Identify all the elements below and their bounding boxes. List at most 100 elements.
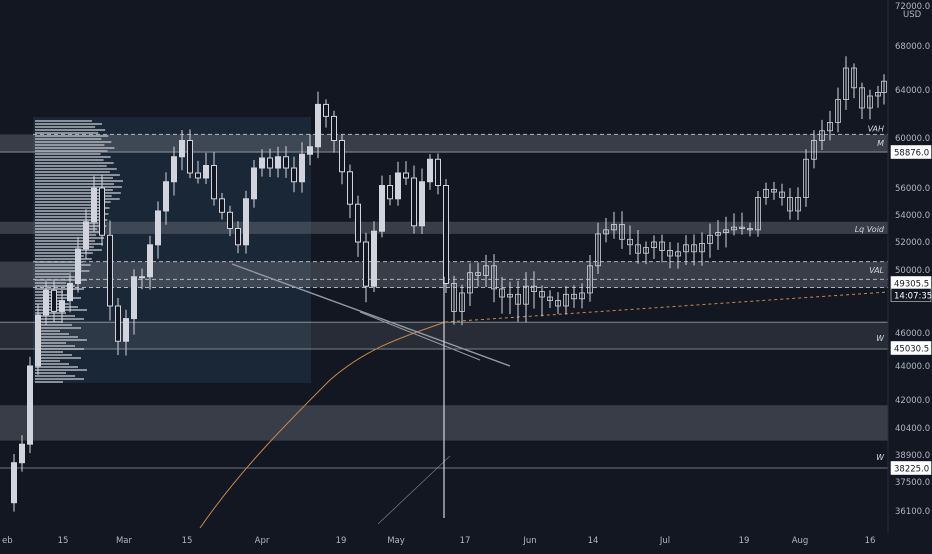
volume-profile-bar bbox=[35, 246, 94, 248]
candle-up bbox=[395, 172, 401, 200]
candle-down bbox=[779, 191, 785, 198]
volume-profile-bar bbox=[35, 381, 63, 383]
volume-profile-bar bbox=[35, 318, 84, 320]
candle-up bbox=[715, 232, 721, 236]
candle-up bbox=[35, 314, 41, 367]
x-tick-label: 15 bbox=[58, 536, 69, 546]
candle-up bbox=[179, 140, 185, 158]
volume-profile-bar bbox=[35, 258, 92, 260]
candle-down bbox=[115, 305, 121, 342]
volume-profile-bar bbox=[35, 324, 72, 326]
candle-up bbox=[139, 276, 145, 279]
y-tick-label: 37500.0 bbox=[895, 478, 930, 488]
zone-label: VAH bbox=[868, 124, 884, 133]
volume-profile-bar bbox=[35, 183, 114, 185]
volume-profile-bar bbox=[35, 135, 109, 137]
price-tag-label: 38225.0 bbox=[894, 465, 929, 475]
x-tick-label: 19 bbox=[336, 536, 347, 546]
price-tag bbox=[890, 461, 932, 475]
volume-profile-bar bbox=[35, 192, 121, 194]
volume-profile-bar bbox=[35, 366, 78, 368]
candle-up bbox=[731, 226, 737, 231]
x-tick-label: 17 bbox=[460, 536, 471, 546]
volume-profile-bar bbox=[35, 255, 84, 257]
volume-profile-bar bbox=[35, 315, 75, 317]
candle-up bbox=[675, 251, 681, 257]
x-tick-label: Aug bbox=[792, 536, 809, 546]
candle-down bbox=[411, 177, 417, 227]
y-tick-label: 54000.0 bbox=[895, 211, 930, 221]
y-tick-label: 68000.0 bbox=[895, 42, 930, 52]
candle-up bbox=[881, 80, 887, 93]
time-axis[interactable] bbox=[0, 532, 932, 550]
volume-profile-bar bbox=[35, 270, 90, 272]
volume-profile-bar bbox=[35, 210, 101, 212]
candle-up bbox=[643, 247, 649, 254]
volume-profile-bar bbox=[35, 225, 107, 227]
volume-profile-bar bbox=[35, 264, 91, 266]
moving-average-projection bbox=[444, 291, 889, 323]
candle-up bbox=[483, 265, 489, 276]
candle-down bbox=[219, 198, 225, 213]
volume-profile-bar bbox=[35, 198, 120, 200]
volume-profile-bar bbox=[35, 228, 98, 230]
price-axis[interactable] bbox=[888, 0, 932, 550]
volume-profile-bar bbox=[35, 237, 105, 239]
candle-up bbox=[651, 241, 657, 248]
candle-up bbox=[379, 185, 385, 232]
volume-profile-bar bbox=[35, 213, 109, 215]
candle-up bbox=[819, 130, 825, 141]
volume-profile-bar bbox=[35, 354, 72, 356]
volume-profile-bar bbox=[35, 288, 84, 290]
volume-profile-bar bbox=[35, 141, 112, 143]
volume-profile-bar bbox=[35, 252, 93, 254]
volume-profile-bar bbox=[35, 195, 112, 197]
candle-down bbox=[739, 226, 745, 229]
trendline-down[interactable] bbox=[231, 263, 511, 367]
candle-down bbox=[403, 172, 409, 179]
price-tag-label: 14:07:35 bbox=[894, 292, 932, 302]
candle-down bbox=[363, 241, 369, 287]
candle-down bbox=[195, 172, 201, 179]
candle-up bbox=[163, 181, 169, 212]
volume-profile-bar bbox=[35, 351, 63, 353]
volume-profile-bar bbox=[35, 180, 123, 182]
candle-down bbox=[435, 158, 441, 186]
y-tick-label: 44000.0 bbox=[895, 362, 930, 372]
candle-up bbox=[67, 283, 73, 302]
volume-profile-bar bbox=[35, 267, 82, 269]
candle-up bbox=[467, 272, 473, 294]
candle-down bbox=[347, 171, 353, 205]
candle-down bbox=[691, 244, 697, 253]
candle-down bbox=[51, 289, 57, 312]
volume-profile-bar bbox=[35, 129, 106, 131]
volume-profile-bar bbox=[35, 282, 66, 284]
candle-up bbox=[459, 292, 465, 312]
candle-up bbox=[307, 146, 313, 155]
volume-profile-bar bbox=[35, 279, 87, 281]
candle-up bbox=[427, 158, 433, 183]
candle-down bbox=[227, 211, 233, 230]
candle-up bbox=[11, 462, 17, 504]
currency-label: USD bbox=[903, 10, 922, 20]
candle-up bbox=[523, 285, 529, 305]
candle-down bbox=[859, 87, 865, 109]
volume-profile-bar bbox=[35, 123, 103, 125]
volume-profile-bar bbox=[35, 147, 115, 149]
candle-up bbox=[419, 181, 425, 227]
volume-profile-bar bbox=[35, 165, 107, 167]
price-tag-label: 45030.5 bbox=[894, 345, 929, 355]
volume-profile-bar bbox=[35, 312, 66, 314]
volume-profile-bar bbox=[35, 231, 106, 233]
candle-up bbox=[131, 276, 137, 320]
trendline-up[interactable] bbox=[377, 455, 451, 525]
candle-up bbox=[171, 156, 177, 183]
trendline-lower[interactable] bbox=[359, 311, 481, 361]
candle-up bbox=[699, 242, 705, 253]
x-tick-label: 19 bbox=[739, 536, 750, 546]
candle-down bbox=[667, 249, 673, 257]
y-tick-label: 36100.0 bbox=[895, 507, 930, 517]
candle-down bbox=[355, 203, 361, 243]
